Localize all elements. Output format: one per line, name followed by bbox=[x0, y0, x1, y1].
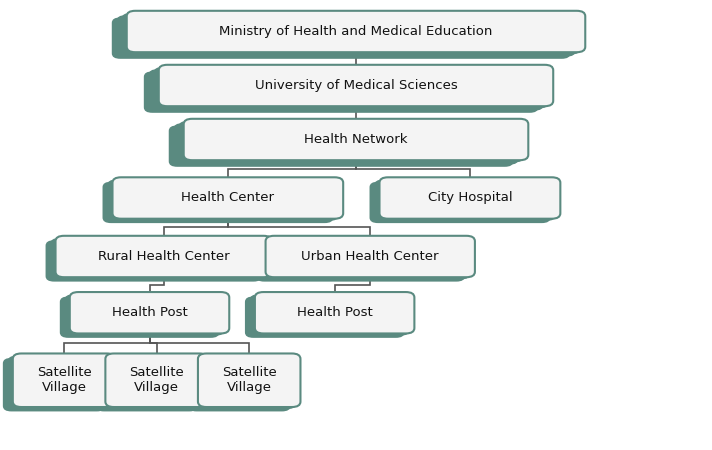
FancyBboxPatch shape bbox=[188, 358, 290, 411]
FancyBboxPatch shape bbox=[256, 240, 465, 282]
FancyBboxPatch shape bbox=[198, 354, 300, 407]
FancyBboxPatch shape bbox=[112, 18, 570, 59]
Text: Health Post: Health Post bbox=[112, 306, 187, 319]
FancyBboxPatch shape bbox=[70, 292, 229, 333]
FancyBboxPatch shape bbox=[261, 238, 470, 279]
FancyBboxPatch shape bbox=[65, 294, 224, 336]
Text: University of Medical Sciences: University of Medical Sciences bbox=[255, 79, 457, 92]
FancyBboxPatch shape bbox=[250, 294, 409, 336]
Text: Health Network: Health Network bbox=[304, 133, 408, 146]
Text: Rural Health Center: Rural Health Center bbox=[98, 250, 229, 263]
Text: Satellite
Village: Satellite Village bbox=[37, 366, 91, 394]
FancyBboxPatch shape bbox=[266, 236, 475, 277]
FancyBboxPatch shape bbox=[51, 238, 267, 279]
FancyBboxPatch shape bbox=[95, 358, 198, 411]
Text: City Hospital: City Hospital bbox=[428, 192, 512, 204]
FancyBboxPatch shape bbox=[154, 67, 548, 108]
Text: Ministry of Health and Medical Education: Ministry of Health and Medical Education bbox=[219, 25, 493, 38]
FancyBboxPatch shape bbox=[3, 358, 105, 411]
Text: Satellite
Village: Satellite Village bbox=[222, 366, 276, 394]
Text: Health Center: Health Center bbox=[182, 192, 274, 204]
FancyBboxPatch shape bbox=[149, 69, 543, 111]
FancyBboxPatch shape bbox=[8, 356, 110, 409]
FancyBboxPatch shape bbox=[56, 236, 272, 277]
FancyBboxPatch shape bbox=[103, 182, 333, 223]
FancyBboxPatch shape bbox=[184, 119, 528, 160]
FancyBboxPatch shape bbox=[169, 126, 513, 167]
FancyBboxPatch shape bbox=[255, 292, 414, 333]
Text: Urban Health Center: Urban Health Center bbox=[301, 250, 439, 263]
FancyBboxPatch shape bbox=[370, 182, 550, 223]
FancyBboxPatch shape bbox=[122, 13, 580, 54]
FancyBboxPatch shape bbox=[375, 180, 555, 221]
FancyBboxPatch shape bbox=[46, 240, 262, 282]
FancyBboxPatch shape bbox=[193, 356, 295, 409]
FancyBboxPatch shape bbox=[127, 11, 585, 52]
FancyBboxPatch shape bbox=[179, 121, 523, 162]
FancyBboxPatch shape bbox=[60, 297, 219, 338]
FancyBboxPatch shape bbox=[144, 72, 538, 113]
FancyBboxPatch shape bbox=[13, 354, 115, 407]
FancyBboxPatch shape bbox=[108, 180, 338, 221]
Text: Health Post: Health Post bbox=[297, 306, 372, 319]
Text: Satellite
Village: Satellite Village bbox=[130, 366, 184, 394]
FancyBboxPatch shape bbox=[174, 123, 518, 165]
FancyBboxPatch shape bbox=[117, 15, 575, 57]
FancyBboxPatch shape bbox=[379, 177, 560, 219]
FancyBboxPatch shape bbox=[105, 354, 208, 407]
FancyBboxPatch shape bbox=[112, 177, 343, 219]
FancyBboxPatch shape bbox=[245, 297, 404, 338]
FancyBboxPatch shape bbox=[100, 356, 203, 409]
FancyBboxPatch shape bbox=[159, 65, 553, 106]
